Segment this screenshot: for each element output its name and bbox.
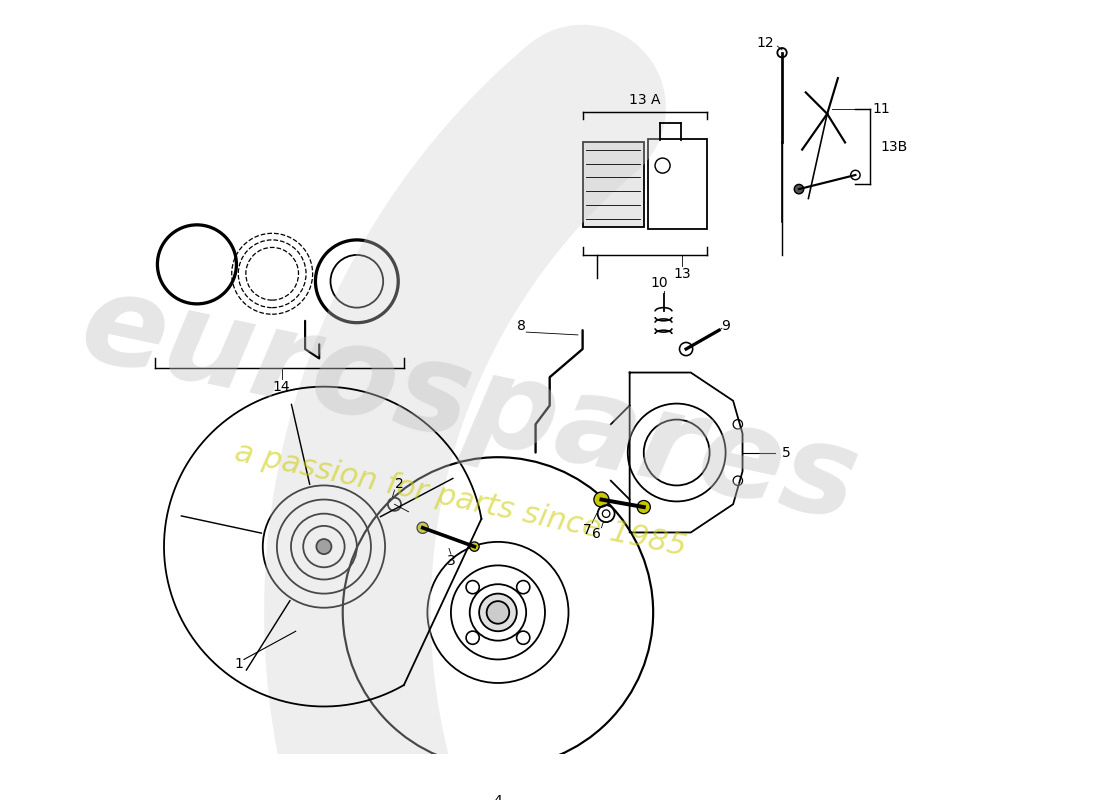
Circle shape [794, 185, 804, 194]
Text: a passion for parts since 1985: a passion for parts since 1985 [232, 438, 689, 562]
Circle shape [417, 522, 428, 534]
Text: 13B: 13B [881, 140, 909, 154]
Circle shape [317, 539, 331, 554]
Circle shape [480, 594, 517, 631]
Circle shape [486, 601, 509, 624]
Text: 10: 10 [650, 276, 668, 290]
Bar [583, 142, 643, 226]
Text: 2: 2 [395, 477, 404, 490]
Text: 1: 1 [234, 657, 244, 671]
Text: 13 A: 13 A [629, 93, 660, 106]
Text: 6: 6 [592, 527, 602, 542]
Circle shape [470, 542, 480, 551]
Text: 14: 14 [273, 380, 290, 394]
Text: 3: 3 [447, 554, 455, 568]
Text: 8: 8 [517, 318, 526, 333]
Text: 13: 13 [673, 266, 691, 281]
Text: 11: 11 [872, 102, 890, 116]
Text: 9: 9 [722, 318, 730, 333]
Text: 4: 4 [494, 794, 503, 800]
Circle shape [637, 501, 650, 514]
Text: 7: 7 [583, 522, 592, 537]
Bar [649, 139, 707, 229]
Circle shape [594, 492, 609, 507]
Text: eurospares: eurospares [70, 264, 869, 547]
Text: 5: 5 [782, 446, 791, 459]
Text: 12: 12 [757, 36, 774, 50]
